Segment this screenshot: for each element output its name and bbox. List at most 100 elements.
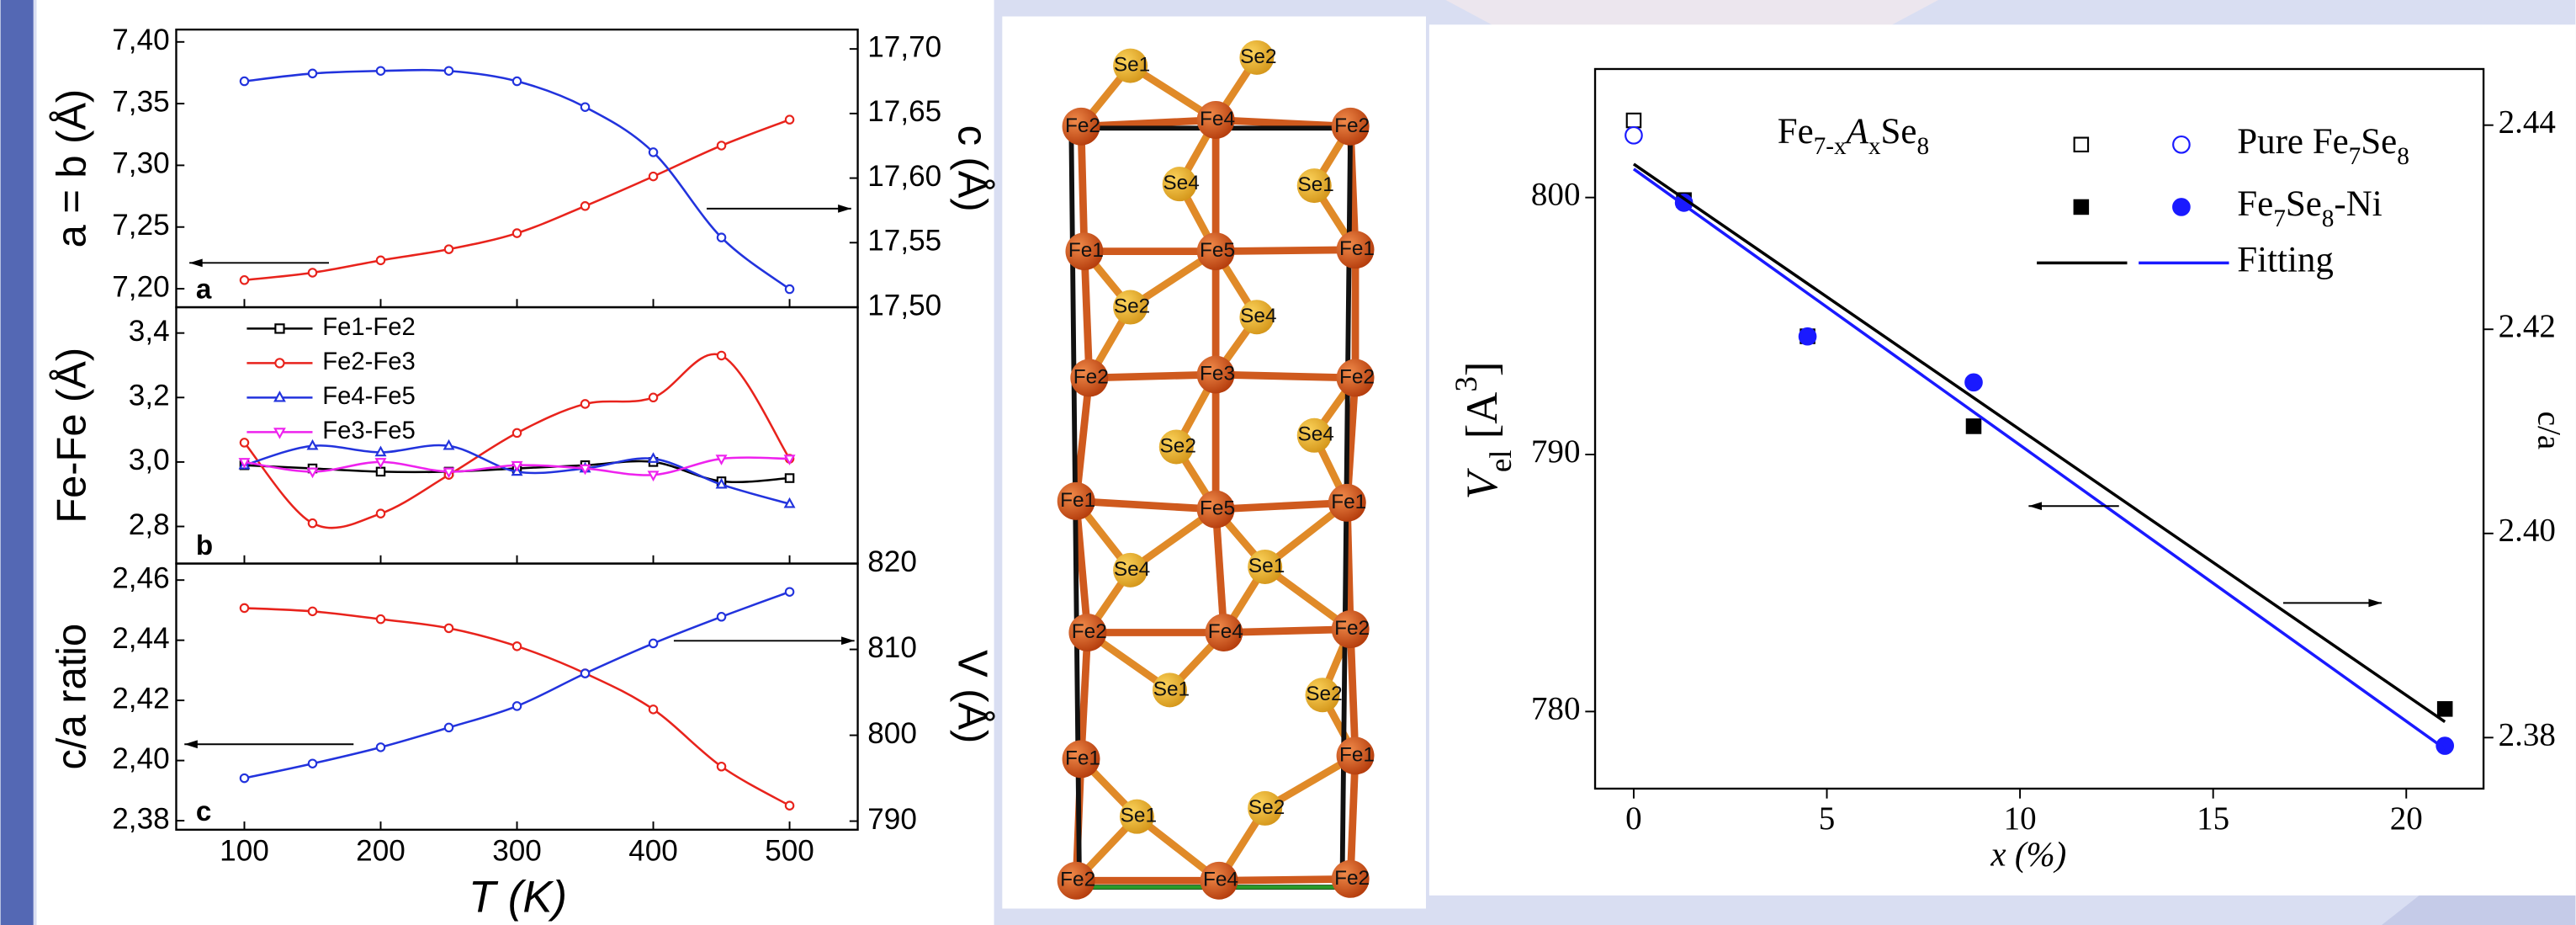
x-tick-label: 20 [2390,800,2423,837]
bond [1216,375,1355,378]
y2-tick-label: 17,60 [867,160,941,193]
marker [377,257,384,264]
y2-tick-label: 2.42 [2499,308,2556,344]
y2-axis-label: V (Å) [949,650,994,743]
y-tick-label: 3,2 [129,380,170,412]
marker [1965,375,1982,391]
text-part: 7 [2349,142,2361,169]
atom-label: Se4 [1240,305,1276,327]
marker [649,148,657,156]
atom-label: Se1 [1153,678,1190,700]
marker [275,324,284,332]
marker [2075,200,2088,214]
marker [241,604,248,612]
x-tick-label: 10 [2004,800,2037,837]
atom-label: Fe1 [1339,237,1375,260]
bond [1084,252,1089,378]
marker [581,104,589,111]
text-part: 3 [1450,376,1484,392]
panel-label: a [196,274,212,305]
y2-tick-label: 2.44 [2499,104,2556,141]
text-part: 8 [1916,133,1929,160]
marker [786,474,793,481]
y2-tick-label: 800 [867,717,917,750]
x-tick-label: 500 [765,834,814,867]
atom-label: Fe2 [1072,620,1107,643]
marker [445,245,453,253]
marker [1799,328,1816,345]
marker [2173,136,2190,153]
x-tick-label: 0 [1625,800,1642,837]
text-part: [A [1458,392,1507,450]
text-part: Se [1881,112,1917,152]
marker [649,705,657,713]
atom-label: Fe1 [1331,491,1366,513]
marker [2075,138,2088,152]
x-axis-label: x (%) [1990,834,2066,873]
marker [241,774,248,782]
marker [718,763,725,770]
atom-label: Fe2 [1334,617,1370,640]
marker [377,743,384,751]
atom-label: Se1 [1114,54,1150,77]
atom-label: Fe2 [1065,114,1100,137]
y-tick-label: 2,40 [112,742,169,775]
marker [445,724,453,731]
text-part: 7 [2273,205,2286,232]
text-part: el [1484,449,1519,472]
marker [513,429,521,437]
y2-tick-label: 17,70 [867,30,941,63]
x-tick-label: 100 [220,834,269,867]
atom-label: Fe4 [1203,869,1238,891]
y-tick-label: 800 [1531,177,1581,213]
text-part: A [1844,112,1869,152]
y-tick-label: 7,40 [112,24,169,56]
legend-label: Fe4-Fe5 [322,382,416,410]
atom-label: Se2 [1306,683,1342,705]
text-part: Fe [1778,112,1814,152]
y-axis-label: c/a ratio [49,624,94,770]
text-part: x [1868,133,1881,160]
marker [649,394,657,401]
marker [513,77,521,85]
y-tick-label: 3,4 [129,315,170,348]
y2-tick-label: 810 [867,631,917,664]
atom-label: Fe2 [1073,365,1109,388]
y2-axis-label: c (Å) [949,125,994,212]
bond [1219,879,1350,880]
y-tick-label: 2,8 [129,508,170,541]
y2-axis-label: c/a [2531,412,2567,450]
text-part: Se [2361,122,2397,162]
y-tick-label: 790 [1531,433,1581,470]
marker [513,642,521,650]
text-part: Fitting [2237,240,2334,279]
x-tick-label: 400 [628,834,678,867]
marker [786,588,793,596]
marker [649,640,657,647]
y-tick-label: 7,35 [112,85,169,118]
marker [649,173,657,180]
marker [309,608,316,615]
y-tick-label: 2,38 [112,802,169,835]
y2-tick-label: 790 [867,803,917,836]
marker [241,276,248,284]
text-part: 7-x [1814,133,1847,160]
y2-tick-label: 820 [867,545,917,578]
atom-label: Fe1 [1068,239,1104,262]
y2-tick-label: 2.40 [2499,513,2556,549]
atom-label: Se4 [1163,172,1199,194]
panel-label: b [196,530,213,561]
atom-label: Fe2 [1060,869,1095,891]
y-tick-label: 3,0 [129,444,170,476]
x-tick-label: 300 [492,834,542,867]
marker [309,268,316,276]
legend-label: Fitting [2237,240,2334,279]
legend-label: Fe1-Fe2 [322,313,416,341]
marker [581,400,589,407]
atom-label: Se2 [1114,295,1150,317]
y-axis-label: a = b (Å) [49,89,94,248]
atom-label: Se4 [1297,423,1333,446]
marker [513,229,521,237]
atom-label: Fe3 [1200,363,1235,385]
atom-label: Fe1 [1060,489,1095,512]
